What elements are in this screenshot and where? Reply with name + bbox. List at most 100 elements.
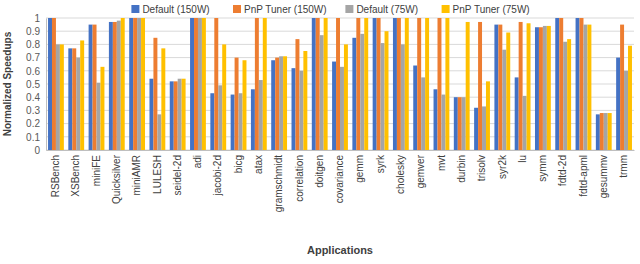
y-tick: 0.7 [26,52,46,63]
x-tick-label: durbin [456,155,467,183]
x-tick: mvt [436,150,447,171]
series [60,18,632,150]
x-tick-label: gemm [354,155,365,183]
x-tick: lu [517,150,528,163]
bar [385,31,389,150]
bar [539,27,543,150]
y-axis: 00.10.20.30.40.50.60.70.80.91 [26,13,46,156]
bar [157,114,161,150]
bar [417,18,421,150]
series [48,18,620,150]
bar [295,39,299,150]
x-axis: RSBenchXSBenchminiFEQuicksilverminiAMRLU… [47,150,635,212]
bar [515,77,519,150]
bar [555,18,559,150]
bar [52,18,56,150]
y-tick-label: 0.2 [26,118,40,129]
bar [97,83,101,150]
bar [312,18,316,150]
bar [109,22,113,150]
bar [421,77,425,150]
bar [76,58,80,150]
bar [527,23,531,150]
x-tick: RSBench [50,150,61,197]
x-tick-label: correlation [294,155,305,202]
bar [303,51,307,150]
y-tick: 0.3 [26,105,46,116]
bar [202,18,206,150]
bar [608,113,612,150]
bar [194,18,198,150]
bar [336,18,340,150]
bar [279,56,283,150]
bar [393,18,397,150]
y-tick-label: 0.9 [26,26,40,37]
bar [425,18,429,150]
x-tick-label: lu [517,155,528,163]
y-tick-label: 0.1 [26,132,40,143]
x-tick-label: RSBench [50,155,61,197]
x-tick-label: cholesky [395,155,406,194]
y-tick-label: 0 [34,145,40,156]
bar [535,27,539,150]
y-tick: 0.6 [26,66,46,77]
x-tick-label: trmm [618,155,629,178]
bar [320,35,324,150]
bar [498,25,502,150]
legend: Default (150W)PnP Tuner (150W)Default (7… [131,4,529,15]
y-tick: 1 [34,13,46,24]
y-tick: 0.2 [26,118,46,129]
bar [222,44,226,150]
bar [100,67,104,150]
bar [352,38,356,150]
bar [559,18,563,150]
bar [117,21,121,150]
chart: 00.10.20.30.40.50.60.70.80.91RSBenchXSBe… [0,0,640,264]
x-tick: cholesky [395,150,406,194]
bar [283,56,287,150]
bar [271,60,275,150]
x-tick: trmm [618,150,629,178]
bar [377,18,381,150]
bar [170,81,174,150]
bar [68,48,72,150]
bar [563,42,567,150]
y-tick: 0.4 [26,92,46,103]
bar [628,46,632,150]
bar [133,18,137,150]
bar [235,58,239,150]
x-tick: gesummv [598,150,609,198]
bar [48,18,52,150]
bar [437,18,441,150]
bar [259,80,263,150]
bar [182,79,186,150]
bar [121,18,125,150]
bar [502,50,506,150]
bar [316,18,320,150]
x-tick-label: jacobi-2d [212,155,223,197]
bar [373,18,377,150]
bar [567,39,571,150]
x-tick: Quicksilver [111,150,122,204]
bar [405,18,409,150]
bar [239,93,243,150]
x-tick-label: doitgen [314,155,325,188]
bar [441,95,445,150]
bar [243,60,247,150]
bar [141,18,145,150]
x-tick: trisolv [476,150,487,181]
bar [381,43,385,150]
bar [178,79,182,150]
bar [251,89,255,150]
x-axis-title: Applications [307,244,373,256]
legend-label: PnP Tuner (150W) [244,4,327,15]
legend-item: PnP Tuner (75W) [442,4,530,15]
y-tick-label: 0.8 [26,39,40,50]
x-tick-label: syrk [375,154,386,173]
legend-swatch [442,5,450,13]
bar [458,97,462,150]
y-tick-label: 0.7 [26,52,40,63]
bar [210,93,214,150]
bar [604,113,608,150]
bar [576,18,580,150]
